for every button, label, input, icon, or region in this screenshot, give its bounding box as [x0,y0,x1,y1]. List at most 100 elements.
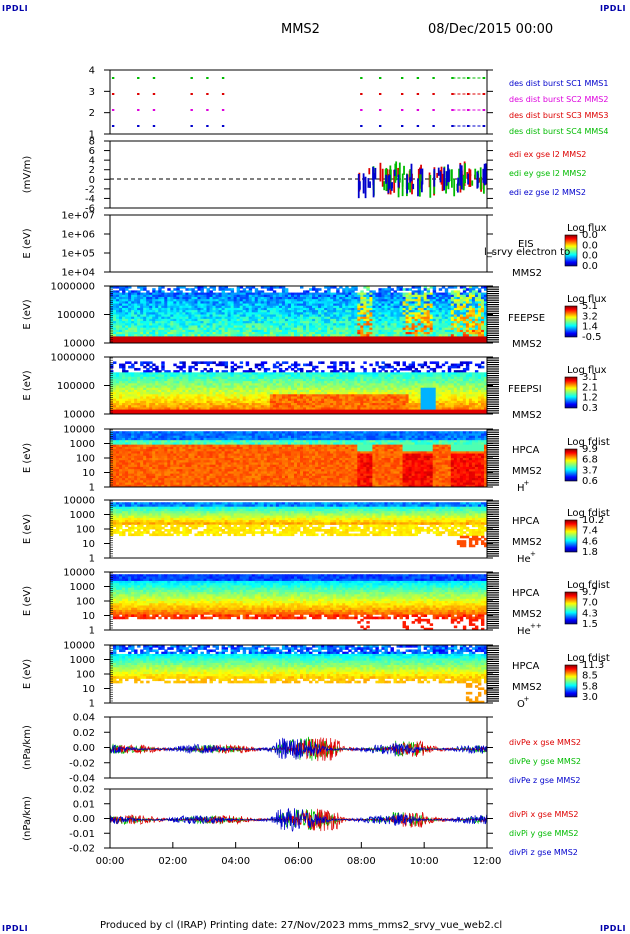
heatmap-cell [318,361,322,364]
heatmap-cell [131,312,135,315]
heatmap-cell [191,314,195,318]
heatmap-cell [182,329,186,333]
heatmap-cell [155,325,159,329]
heatmap-cell [173,294,177,298]
heatmap-cell [182,325,186,329]
heatmap-cell [128,325,132,329]
heatmap-cell [146,290,150,293]
heatmap-cell [134,301,138,304]
heatmap-cell [119,318,123,322]
heatmap-cell [149,310,153,313]
heatmap-cell [188,292,192,296]
y-tick-label: 1000000 [50,282,95,293]
heatmap-cell [179,303,183,307]
heatmap-cell [176,299,180,302]
heatmap-cell [125,323,129,326]
heatmap-cell [134,329,138,333]
heatmap-cell [146,340,150,344]
heatmap-cell [161,334,165,337]
heatmap-cell [176,323,180,326]
heatmap-cell [155,303,159,307]
heatmap-cell [188,312,192,315]
heatmap-cell [140,332,144,335]
burst-mark [378,93,382,95]
heatmap-cell [128,361,132,364]
heatmap-cell [119,334,123,337]
heatmap-cell [143,305,147,309]
heatmap-cell [137,301,141,304]
y-tick-label: 1e+04 [61,268,95,279]
burst-mark [416,77,420,79]
heatmap-cell [128,292,132,296]
heatmap-cell [194,334,198,337]
heatmap-cell [158,305,162,309]
heatmap-cell [281,361,286,364]
heatmap-cell [128,321,132,324]
heatmap-cell [152,338,156,342]
heatmap-cell [134,294,138,298]
heatmap-cell [152,294,156,298]
heatmap-cell [188,318,192,322]
heatmap-cell [167,294,171,298]
heatmap-cell [158,316,162,320]
heatmap-cell [155,305,159,309]
burst-mark [152,77,156,79]
heatmap-cell [312,367,316,371]
burst-mark [137,125,140,127]
heatmap-cell [173,292,177,296]
heatmap-cell [146,296,150,300]
heatmap-cell [194,301,198,304]
heatmap-cell [167,307,171,311]
heatmap-cell [176,290,180,293]
heatmap-cell [182,292,186,296]
spacecraft-title: MMS2 [281,22,320,37]
heatmap-cell [128,305,132,309]
heatmap-cell [122,296,126,300]
burst-mark [378,77,382,79]
y-axis-label: (mV/m) [22,156,33,194]
heatmap-cell [191,294,195,298]
heatmap-cell [119,365,123,369]
heatmap-cell [122,325,126,329]
heatmap-cell [191,305,195,309]
heatmap-cell [176,312,180,315]
heatmap-cell [152,323,156,326]
heatmap-cell [194,303,198,307]
heatmap-cell [131,307,135,311]
heatmap-cell [149,292,153,296]
heatmap-cell [284,361,289,364]
heatmap-cell [254,365,259,369]
heatmap-cell [188,332,192,335]
heatmap-cell [152,301,156,304]
burst-mark [152,109,156,111]
heatmap-cell [158,318,162,322]
heatmap-cell [122,305,126,309]
heatmap-cell [306,363,310,367]
heatmap-cell [164,338,168,342]
y-tick-label: 1 [89,130,95,141]
heatmap-cell [191,327,195,331]
heatmap-cell [122,340,126,344]
burst-mark [432,109,435,111]
heatmap-cell [194,327,198,331]
heatmap-cell [116,325,120,329]
heatmap-cell [185,334,189,337]
heatmap-cell [173,310,177,313]
heatmap-cell [194,363,198,367]
heatmap-cell [152,303,156,307]
heatmap-cell [182,312,186,315]
heatmap-cell [155,296,159,300]
heatmap-cell [327,365,331,369]
heatmap-cell [176,305,180,309]
heatmap-cell [140,307,144,311]
heatmap-cell [161,329,165,333]
heatmap-cell [167,323,171,326]
heatmap-cell [155,321,159,324]
heatmap-cell [143,318,147,322]
burst-mark [360,77,363,79]
heatmap-cell [158,325,162,329]
heatmap-cell [113,318,117,322]
heatmap-cell [140,327,144,331]
heatmap-cell [122,329,126,333]
heatmap-cell [390,288,394,291]
